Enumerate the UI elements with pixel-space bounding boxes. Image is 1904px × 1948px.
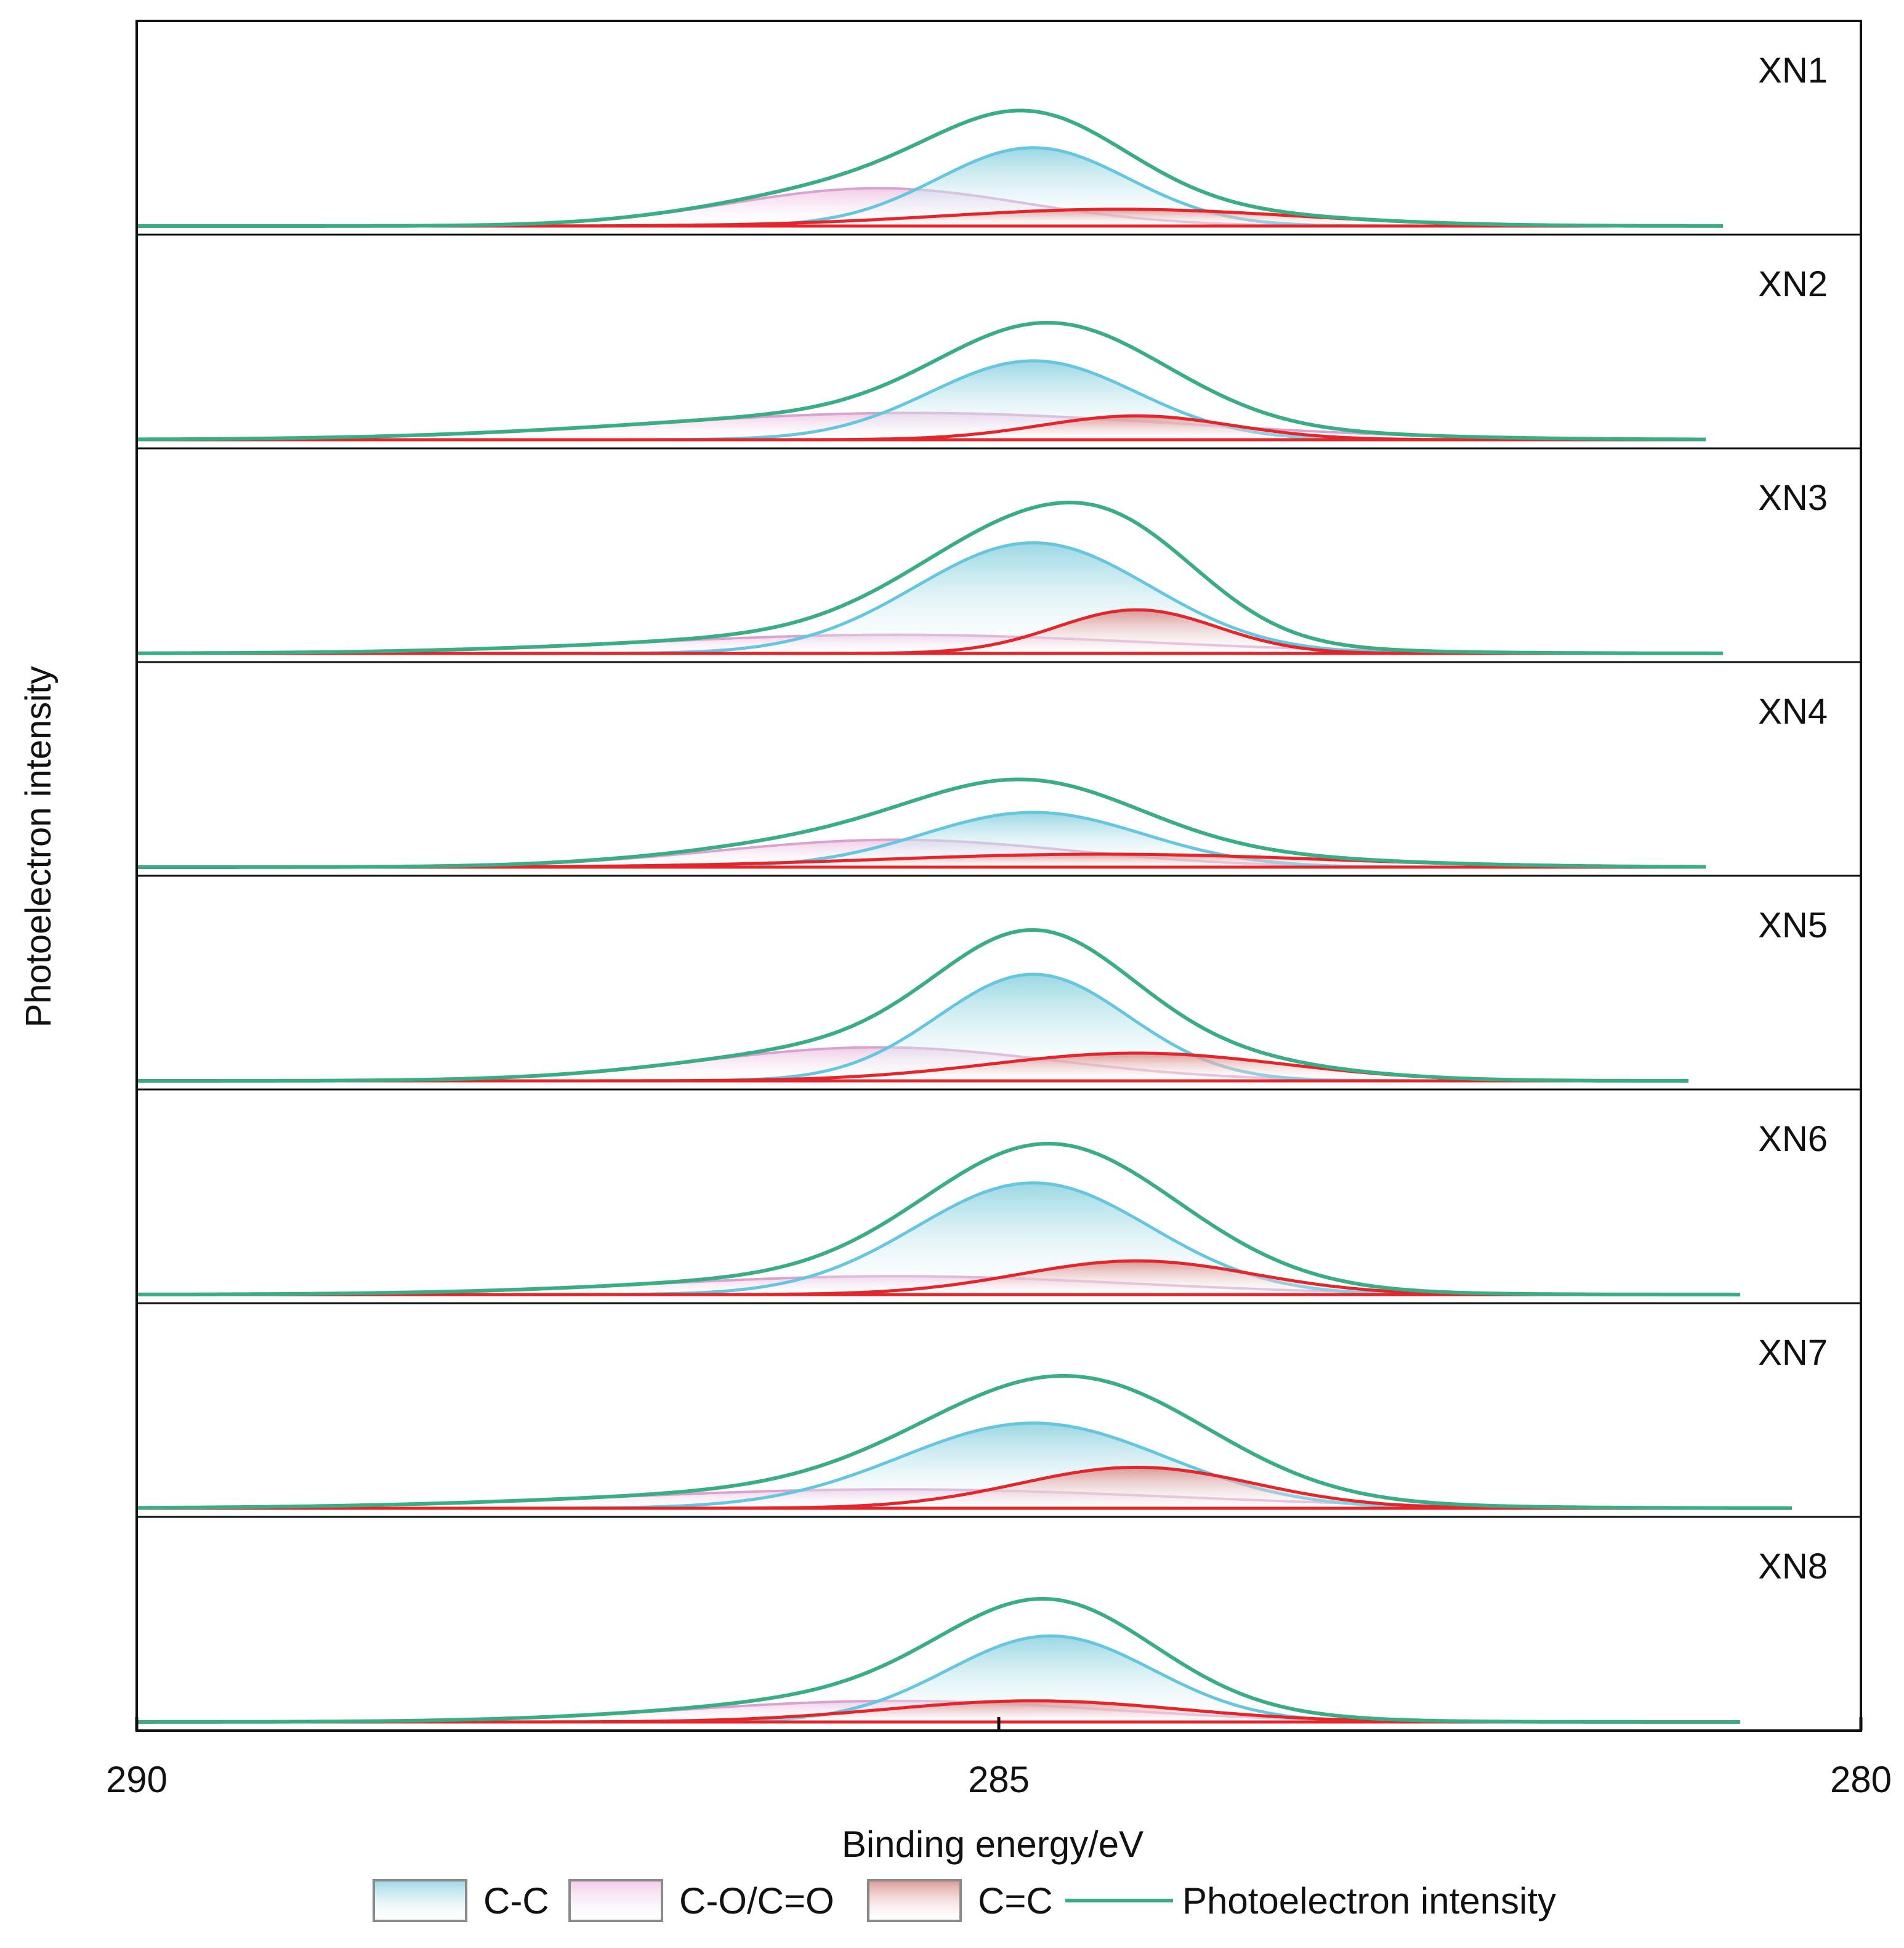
legend: C-C C-O/C=O C=C Photoelectron intensity [373,1879,1556,1922]
legend-item-cc: C-C [373,1879,549,1922]
xn2-cc-area [137,360,1706,440]
xn7-cc-area [137,1423,1792,1508]
x-axis-label: Binding energy/eV [842,1824,1144,1865]
panel-xn3: XN3 [137,478,1861,663]
legend-label-cdc: C=C [978,1880,1053,1922]
legend-swatch-co [568,1879,663,1922]
xn5-total-line [137,928,1688,1083]
xn7-total-line [136,1374,1792,1510]
xn1-cc-area [137,147,1723,226]
sample-label-xn7: XN7 [1758,1333,1828,1373]
legend-swatch-cdc [867,1879,962,1922]
y-axis-label: Photoelectron intensity [18,666,58,1028]
legend-item-co: C-O/C=O [568,1879,834,1922]
xn6-total-line [137,1142,1740,1296]
sample-label-xn1: XN1 [1758,51,1828,91]
panel-xn5: XN5 [137,905,1861,1091]
legend-item-cdc: C=C [867,1879,1053,1922]
xn8-cc-area [137,1636,1740,1722]
legend-label-co: C-O/C=O [679,1880,834,1922]
legend-item-total: Photoelectron intensity [1065,1880,1556,1922]
panel-xn8: XN8 [137,1546,1828,1724]
sample-label-xn2: XN2 [1758,264,1828,304]
xn8-cdc-area [137,1700,1740,1722]
xn4-cdc-area [137,854,1706,867]
xn6-cc-area [137,1182,1740,1295]
xn8-total-line [137,1597,1740,1724]
panel-xn6: XN6 [137,1119,1861,1304]
x-tick-label-290: 290 [106,1759,167,1800]
xn7-cdc-area [137,1467,1792,1508]
xn5-cdc-area [137,1053,1688,1081]
legend-swatch-cc [373,1879,467,1922]
xn3-cc-area [137,543,1723,653]
xn4-cc-area [137,812,1706,867]
x-axis: 290 285 280 [106,1717,1892,1800]
xn4-total-line [137,777,1706,869]
sample-label-xn3: XN3 [1758,478,1828,518]
xn1-total-line [137,108,1723,228]
panel-xn2: XN2 [137,264,1861,450]
xn5-cc-area [137,974,1688,1081]
panel-xn1: XN1 [137,51,1861,236]
sample-label-xn6: XN6 [1758,1119,1828,1159]
spectra-panels: XN1 XN2 XN3 XN4 XN5 XN6 XN7 XN8 [136,51,1861,1724]
sample-label-xn5: XN5 [1758,905,1828,945]
x-tick-label-280: 280 [1830,1759,1892,1800]
legend-label-total: Photoelectron intensity [1182,1880,1556,1922]
sample-label-xn8: XN8 [1758,1546,1828,1586]
xn3-total-line [137,501,1723,655]
sample-label-xn4: XN4 [1758,692,1828,732]
panel-xn4: XN4 [137,692,1861,877]
xn2-total-line [137,321,1706,442]
legend-label-cc: C-C [483,1880,549,1922]
x-tick-label-285: 285 [968,1759,1030,1800]
panel-xn7: XN7 [136,1333,1861,1518]
